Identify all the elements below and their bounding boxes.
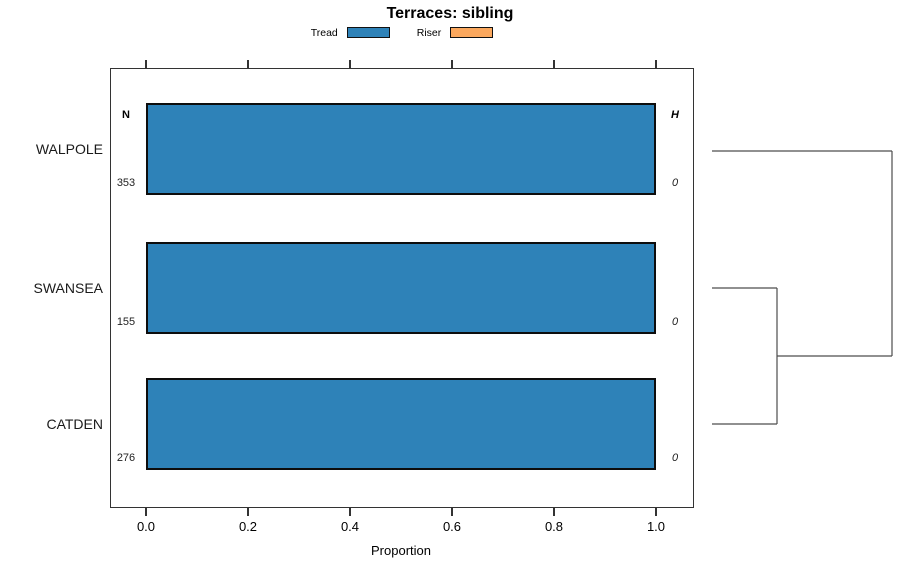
x-tick-label: 0.6 <box>442 519 462 534</box>
x-tick-label: 0.4 <box>340 519 360 534</box>
x-tick-bottom <box>451 508 453 516</box>
legend-item-tread: Tread <box>311 27 390 39</box>
riser-color-swatch <box>450 27 494 38</box>
x-tick-top <box>655 60 657 68</box>
legend-label-tread: Tread <box>310 26 338 39</box>
x-tick-bottom <box>145 508 147 516</box>
x-tick-top <box>145 60 147 68</box>
x-tick-label: 0.2 <box>238 519 258 534</box>
x-tick-bottom <box>553 508 555 516</box>
tread-color-swatch <box>346 27 390 38</box>
row-label-swansea: SWANSEA <box>33 280 104 296</box>
x-tick-label: 0.0 <box>136 519 156 534</box>
row-label-walpole: WALPOLE <box>35 141 103 157</box>
x-tick-top <box>553 60 555 68</box>
tread-bar-swansea <box>146 242 656 334</box>
column-header-h: H <box>671 109 679 121</box>
legend: Tread Riser <box>110 25 694 40</box>
legend-item-riser: Riser <box>417 27 494 39</box>
n-value-catden: 276 <box>116 452 136 464</box>
x-tick-bottom <box>349 508 351 516</box>
x-tick-top <box>349 60 351 68</box>
row-label-catden: CATDEN <box>46 416 103 432</box>
column-header-n: N <box>122 109 130 121</box>
x-tick-bottom <box>247 508 249 516</box>
x-tick-bottom <box>655 508 657 516</box>
x-tick-top <box>451 60 453 68</box>
h-value-swansea: 0 <box>671 316 679 328</box>
x-tick-top <box>247 60 249 68</box>
h-value-catden: 0 <box>671 452 679 464</box>
x-tick-label: 0.8 <box>544 519 564 534</box>
x-axis-title: Proportion <box>371 543 431 558</box>
tread-bar-walpole <box>146 103 656 195</box>
n-value-swansea: 155 <box>116 316 136 328</box>
chart-title: Terraces: sibling <box>386 5 514 22</box>
h-value-walpole: 0 <box>671 177 679 189</box>
legend-label-riser: Riser <box>416 26 442 39</box>
x-tick-label: 1.0 <box>646 519 666 534</box>
tread-bar-catden <box>146 378 656 470</box>
n-value-walpole: 353 <box>116 177 136 189</box>
